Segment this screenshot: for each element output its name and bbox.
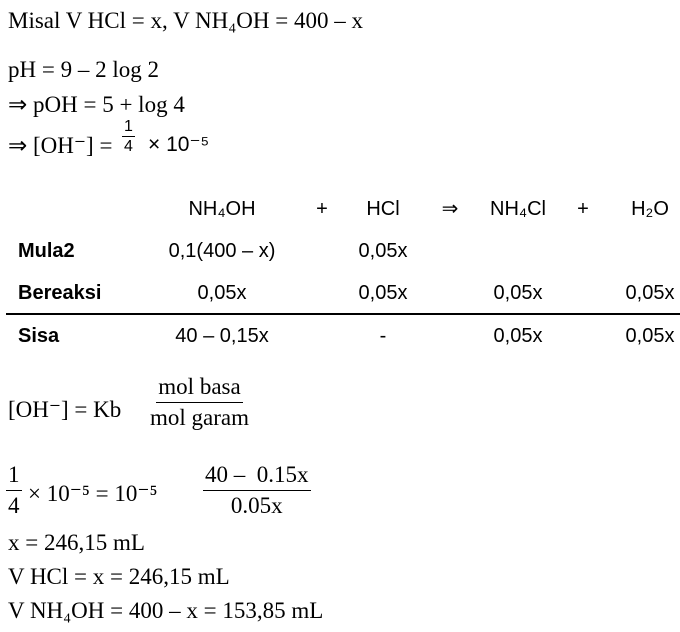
cell: 0,05x: [625, 325, 675, 347]
denominator: 4: [124, 138, 133, 155]
table-header: +: [316, 198, 328, 220]
fraction: 1 4: [122, 118, 135, 157]
oh-suffix: × 10⁻⁵: [148, 133, 210, 156]
equation-middle: × 10⁻⁵ = 10⁻⁵: [28, 481, 158, 506]
row-label: Mula2: [18, 240, 75, 262]
numerator: mol basa: [156, 372, 243, 403]
numerator: 1: [122, 118, 135, 137]
cell: 0,05x: [358, 282, 408, 304]
cell: 0,1(400 – x): [168, 240, 276, 262]
table-header: ⇒: [441, 198, 459, 220]
row-label: Bereaksi: [18, 282, 102, 304]
fraction: mol basa mol garam: [150, 372, 249, 433]
formula-lhs: [OH⁻] = Kb: [8, 397, 122, 422]
row-label: Sisa: [18, 325, 60, 347]
denominator: 0.05x: [230, 493, 283, 518]
cell: 0,05x: [493, 282, 543, 304]
numerator: 1: [6, 460, 22, 491]
denominator: 4: [8, 493, 20, 518]
fraction: 40 – 0.15x 0.05x: [203, 460, 311, 521]
result: x = 246,15 mL: [8, 530, 145, 555]
fraction: 1 4: [6, 460, 22, 521]
cell: 0,05x: [358, 240, 408, 262]
step: pH = 9 – 2 log 2: [8, 57, 159, 82]
intro: Misal V HCl = x, V NH₄OH = 400 – x: [8, 8, 363, 33]
cell: 0,05x: [625, 282, 675, 304]
table-header: NH₄OH: [188, 198, 256, 220]
cell: 0,05x: [197, 282, 247, 304]
result: V HCl = x = 246,15 mL: [8, 564, 230, 589]
numerator: 40 – 0.15x: [203, 460, 311, 491]
result: V NH₄OH = 400 – x = 153,85 mL: [8, 598, 324, 623]
oh-prefix: ⇒ [OH⁻] =: [8, 133, 113, 158]
step: ⇒ pOH = 5 + log 4: [8, 92, 185, 117]
cell: 0,05x: [493, 325, 543, 347]
table-header: +: [577, 198, 589, 220]
denominator: mol garam: [150, 405, 249, 430]
cell: 40 – 0,15x: [175, 325, 269, 347]
table-rule: [6, 313, 680, 315]
table-header: HCl: [366, 198, 400, 220]
cell: -: [379, 325, 387, 347]
table-header: NH₄Cl: [490, 198, 546, 220]
table-header: H₂O: [631, 198, 669, 220]
